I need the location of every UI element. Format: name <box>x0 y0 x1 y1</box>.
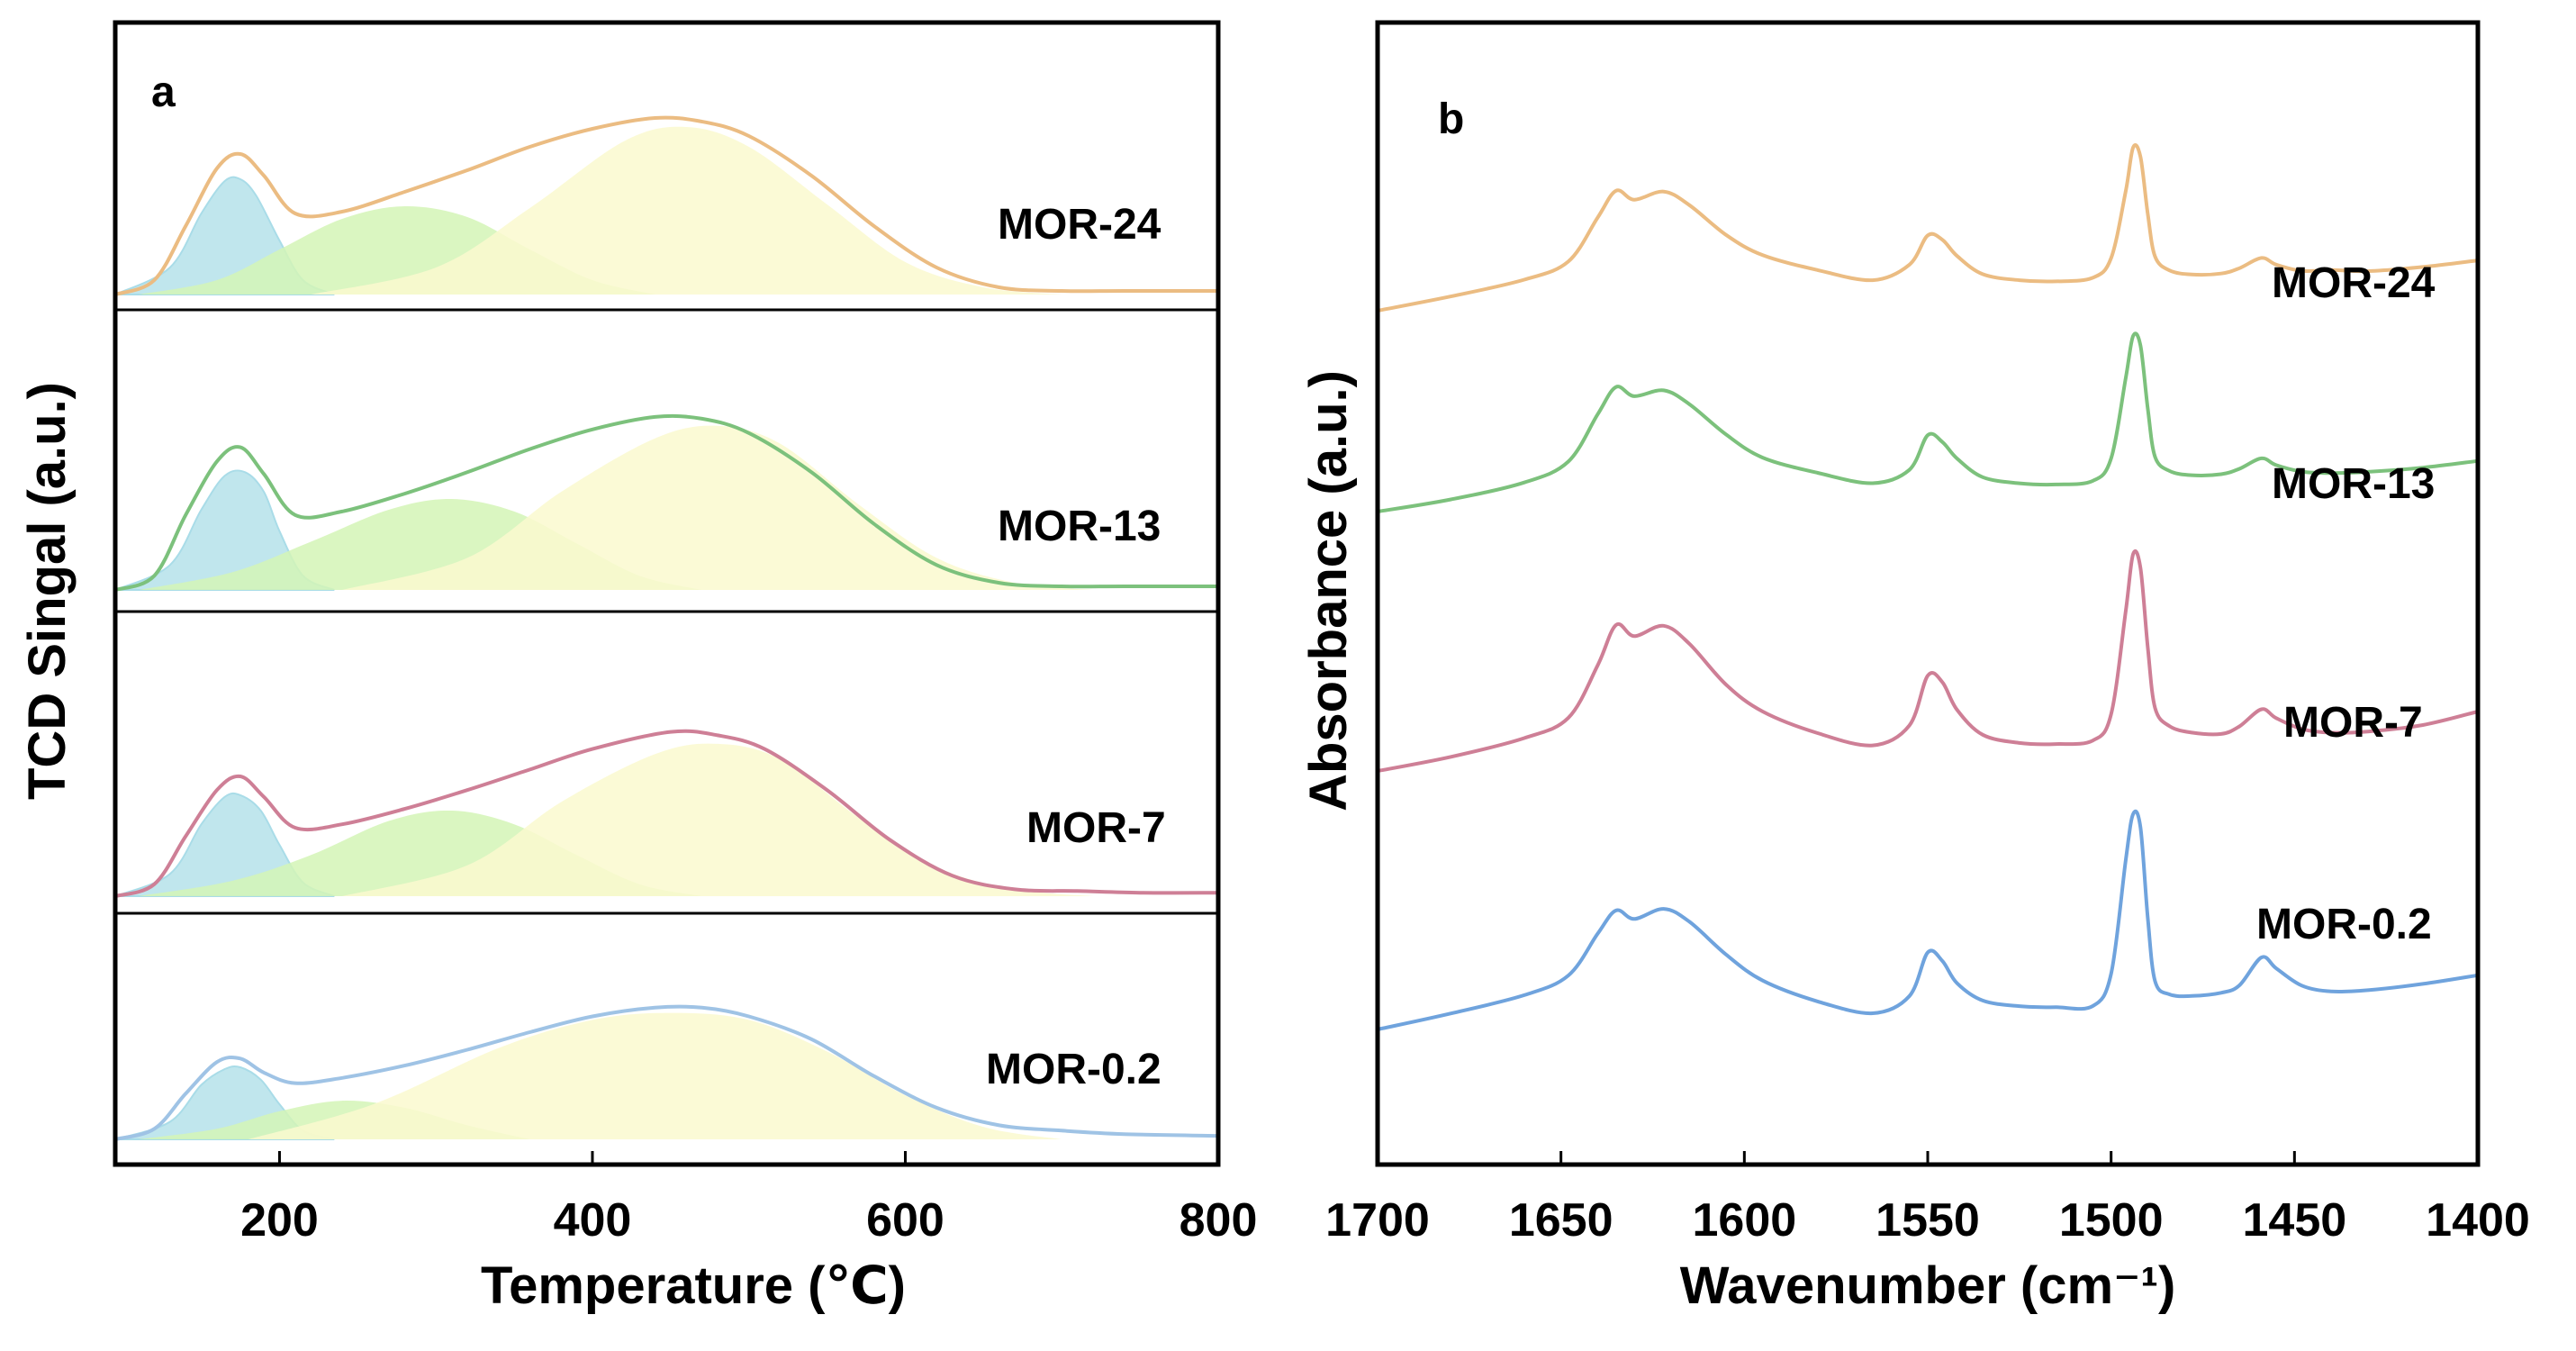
panel-b-tick-label-1550: 1550 <box>1876 1194 1980 1247</box>
panel-a-tick-label-200: 200 <box>240 1194 319 1247</box>
panel-b-label-mor-7: MOR-7 <box>2283 699 2423 747</box>
panel-a-mor-24-peak-3-area <box>311 126 1062 295</box>
panel-a-frame <box>113 20 1221 1167</box>
panel-a-x-axis: 200 400 600 800 <box>240 1151 1257 1247</box>
panel-b-ir-chart: 1700 1650 1600 1550 1500 1450 1400 b MOR-24 MO… <box>1299 20 2530 1315</box>
panel-b-mor-0-2-line <box>1377 809 2479 1031</box>
panel-b-x-axis: 1700 1650 1600 1550 1500 1450 1400 <box>1325 1151 2530 1247</box>
panel-b-tick-label-1700: 1700 <box>1325 1194 1430 1247</box>
panel-b-plot-area <box>1377 143 2479 1031</box>
panel-b-label-mor-0-2: MOR-0.2 <box>2256 901 2432 948</box>
panel-b-tick-label-1650: 1650 <box>1509 1194 1613 1247</box>
panel-b-tick-label-1500: 1500 <box>2059 1194 2164 1247</box>
panel-b-tick-label-1600: 1600 <box>1692 1194 1796 1247</box>
panel-a-mor-13-line <box>114 413 1218 592</box>
panel-a-mor-7-peak-3-area <box>342 743 1093 896</box>
panel-a-tick-label-600: 600 <box>866 1194 945 1247</box>
panel-b-label-mor-24: MOR-24 <box>2272 259 2436 307</box>
panel-a-y-axis-title: TCD Singal (a.u.) <box>18 382 77 800</box>
panel-b-tick-label-1400: 1400 <box>2426 1194 2530 1247</box>
panel-a-letter: a <box>151 68 176 116</box>
panel-b-mor-7-line <box>1377 549 2479 773</box>
panel-a-mor-7-line <box>114 729 1219 898</box>
panel-a-tick-label-400: 400 <box>554 1194 632 1247</box>
panel-a-tpd-chart: 200 400 600 800 a MOR-24 MOR-13 MOR-7 MOR-0… <box>18 20 1257 1315</box>
panel-a-series-mor-24 <box>114 115 1218 296</box>
panel-a-label-mor-7: MOR-7 <box>1026 804 1166 852</box>
panel-b-frame <box>1375 20 2481 1167</box>
panel-a-mor-24-line <box>114 115 1218 296</box>
panel-b-label-mor-13: MOR-13 <box>2272 460 2435 508</box>
panel-a-mor-0-2-peak-3-area <box>248 1012 1062 1139</box>
panel-a-mor-13-peak-3-area <box>342 425 1093 590</box>
panel-a-mor-0-2-line <box>114 1004 1219 1141</box>
panel-b-y-axis-title: Absorbance (a.u.) <box>1299 370 1358 812</box>
panel-b-x-axis-title: Wavenumber (cm⁻¹) <box>1680 1256 2176 1315</box>
panel-a-tick-label-800: 800 <box>1180 1194 1258 1247</box>
panel-a-label-mor-24: MOR-24 <box>998 201 1161 249</box>
panel-a-plot-area <box>114 115 1219 1141</box>
panel-a-label-mor-13: MOR-13 <box>998 503 1161 550</box>
panel-a-series-mor-13 <box>114 413 1218 592</box>
panel-a-series-mor-0-2 <box>114 1004 1219 1141</box>
panel-a-label-mor-0-2: MOR-0.2 <box>986 1046 1161 1093</box>
panel-b-mor-13-line <box>1377 331 2479 513</box>
panel-a-series-mor-7 <box>114 729 1219 898</box>
panel-b-tick-label-1450: 1450 <box>2242 1194 2346 1247</box>
panel-b-mor-24-line <box>1377 143 2479 313</box>
panel-b-letter: b <box>1438 95 1464 143</box>
panel-a-x-axis-title: Temperature (℃) <box>481 1256 906 1315</box>
